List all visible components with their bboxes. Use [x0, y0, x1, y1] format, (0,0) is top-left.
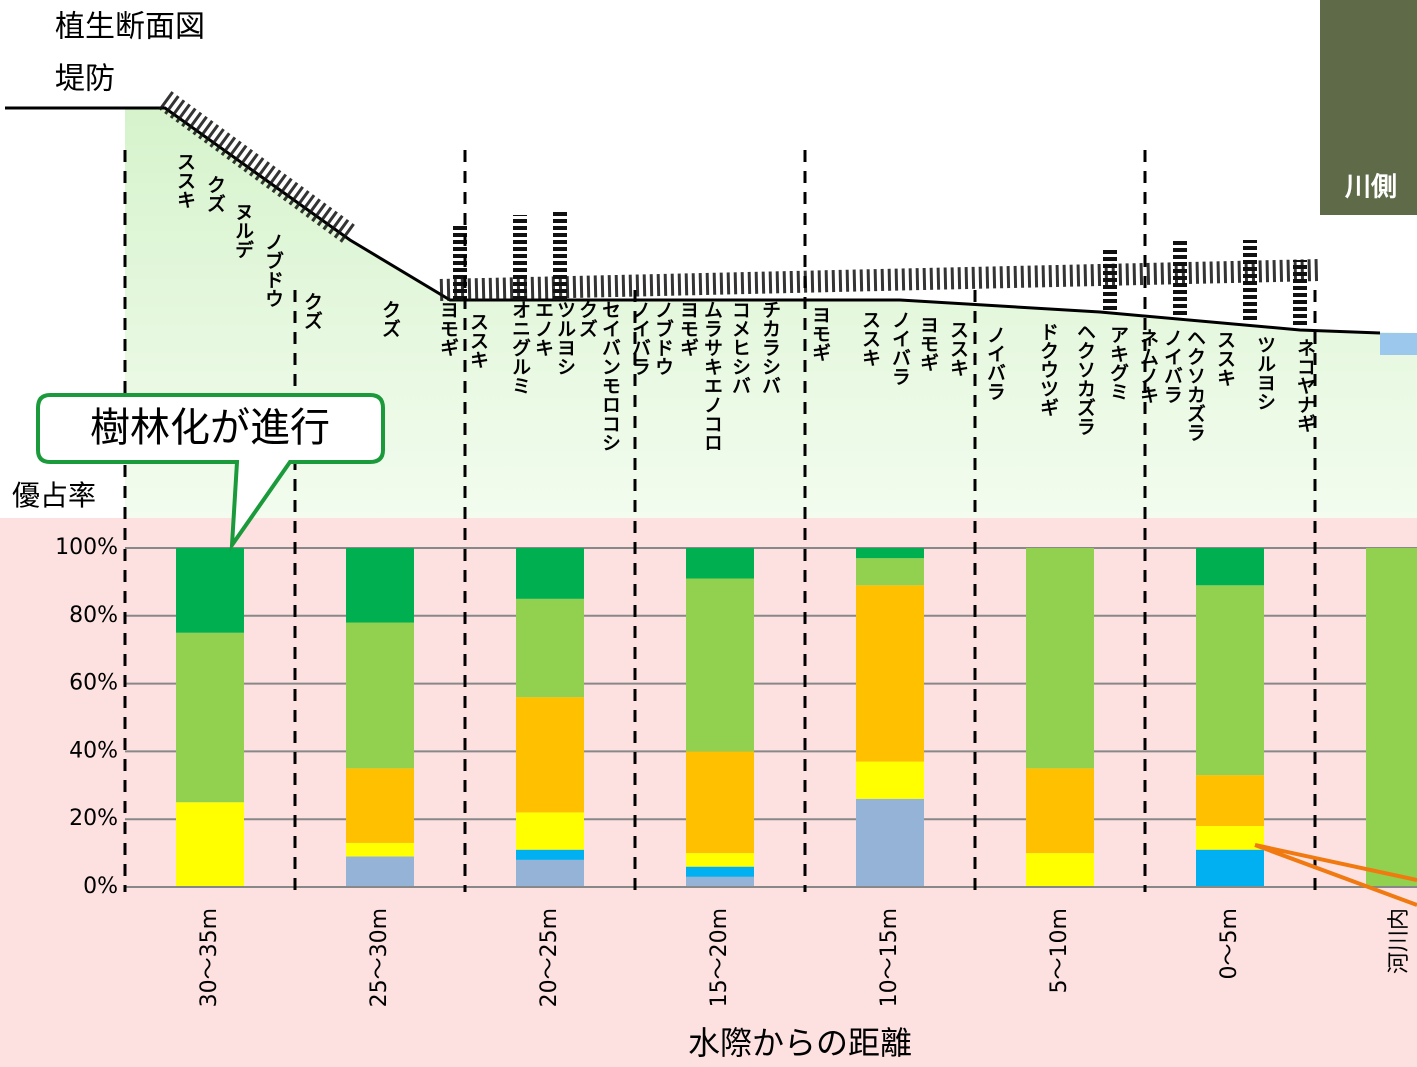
- bar-segment: [856, 558, 924, 586]
- species-label: ノイバラ: [629, 300, 651, 376]
- x-tick-label: 20～25m: [537, 908, 562, 1007]
- callout-box: [36, 393, 385, 552]
- bar-segment: [346, 842, 414, 857]
- bar-segment: [346, 856, 414, 887]
- trees: [453, 210, 1307, 325]
- y-tick-label: 0%: [83, 874, 118, 899]
- bar-segment: [346, 622, 414, 769]
- bar-segment: [176, 802, 244, 887]
- species-label: ススキ: [947, 320, 969, 377]
- x-tick-label: 10～15m: [877, 908, 902, 1007]
- bar-segment: [686, 853, 754, 867]
- x-tick-label: 5～10m: [1047, 908, 1072, 993]
- x-tick-label: 15～20m: [707, 908, 732, 1007]
- x-tick-label: 25～30m: [367, 908, 392, 1007]
- x-tick-label: 0～5m: [1217, 908, 1242, 979]
- species-label: ノブドウ: [652, 300, 674, 376]
- bar-segment: [856, 798, 924, 887]
- bar-segment: [856, 761, 924, 799]
- species-label: ノイバラ: [1161, 328, 1183, 404]
- pointer-lines: [1254, 843, 1417, 907]
- water: [1380, 333, 1417, 355]
- bar-segment: [1196, 548, 1264, 586]
- species-label: クズ: [204, 175, 226, 213]
- species-label: ドクウツギ: [1037, 322, 1059, 417]
- species-label: ヌルデ: [232, 202, 254, 259]
- title: 植生断面図: [55, 10, 205, 45]
- species-label: コメヒシバ: [729, 300, 751, 395]
- species-label: ヘクソカズラ: [1184, 328, 1206, 442]
- y-tick-label: 80%: [69, 603, 118, 628]
- bar-segment: [516, 859, 584, 887]
- bar-segment: [1196, 825, 1264, 850]
- y-tick-label: 40%: [69, 738, 118, 763]
- x-axis-label: 水際からの距離: [688, 1024, 912, 1062]
- bar-segment: [176, 632, 244, 803]
- species-label: ネムノキ: [1137, 328, 1159, 404]
- bar-segment: [516, 812, 584, 850]
- bar-segment: [1026, 768, 1094, 854]
- species-label: ノブドウ: [262, 232, 284, 308]
- species-label: ヨモギ: [917, 315, 939, 372]
- levee-label: 堤防: [55, 62, 115, 97]
- species-label: ツルヨシ: [554, 300, 576, 376]
- species-label: クズ: [379, 300, 401, 338]
- terrain: [125, 108, 1417, 518]
- bar-segment: [176, 548, 244, 633]
- bar-segment: [516, 598, 584, 698]
- y-tick-label: 20%: [69, 806, 118, 831]
- bar-segment: [346, 548, 414, 623]
- bar-segment: [346, 768, 414, 843]
- species-label: ススキ: [467, 312, 489, 369]
- species-label: ツルヨシ: [1254, 335, 1276, 411]
- vegetation-silhouette: [158, 91, 1321, 301]
- species-label: ススキ: [859, 310, 881, 367]
- bar-segment: [1196, 585, 1264, 776]
- species-label: アキグミ: [1107, 325, 1129, 401]
- bar-segment: [686, 578, 754, 752]
- species-label: ノイバラ: [889, 310, 911, 386]
- species-label: ネコヤナギ: [1294, 338, 1316, 433]
- species-label: チカラシバ: [759, 300, 781, 395]
- species-label: オニグルミ: [509, 300, 531, 395]
- bar-segment: [686, 876, 754, 887]
- species-label: ヨモギ: [437, 300, 459, 357]
- bar-segment: [1196, 849, 1264, 887]
- photo: [1320, 0, 1417, 215]
- x-tick-label: 河川内: [1387, 908, 1412, 974]
- bar-segment: [686, 751, 754, 854]
- bar-segment: [1026, 548, 1094, 769]
- species-label: セイバンモロコシ: [599, 300, 621, 452]
- callout-text: 樹林化が進行: [90, 405, 330, 451]
- bar-segment: [516, 548, 584, 599]
- photo-label: 川側: [1345, 173, 1397, 203]
- bar-segment: [1366, 548, 1417, 887]
- species-label: ヨモギ: [809, 305, 831, 362]
- species-label: クズ: [301, 292, 323, 330]
- bar-segment: [686, 548, 754, 579]
- bar-segment: [686, 866, 754, 877]
- bar-segment: [1196, 775, 1264, 826]
- species-label: ムラサキエノコロ: [701, 300, 723, 452]
- bar-segment: [856, 585, 924, 762]
- plot: 0% 20% 40% 60% 80% 100% 30～35m 25～30m 20～25m 15～2…: [55, 150, 1417, 1007]
- species-label: ヨモギ: [677, 300, 699, 357]
- species-label: ススキ: [1214, 330, 1236, 387]
- bar-segment: [516, 849, 584, 860]
- ground-line: [5, 106, 1381, 335]
- y-axis-label: 優占率: [12, 479, 96, 512]
- x-tick-label: 30～35m: [197, 908, 222, 1007]
- species-label: ススキ: [174, 152, 196, 209]
- species-label: クズ: [576, 300, 598, 338]
- species-label: ノイバラ: [984, 325, 1006, 401]
- bar-segment: [516, 697, 584, 813]
- species-label: ヘクソカズラ: [1074, 322, 1096, 436]
- species-label: エノキ: [532, 300, 554, 357]
- bar-segment: [1026, 853, 1094, 887]
- y-tick-label: 60%: [69, 671, 118, 696]
- bar-segment: [856, 548, 924, 559]
- y-tick-label: 100%: [55, 535, 118, 560]
